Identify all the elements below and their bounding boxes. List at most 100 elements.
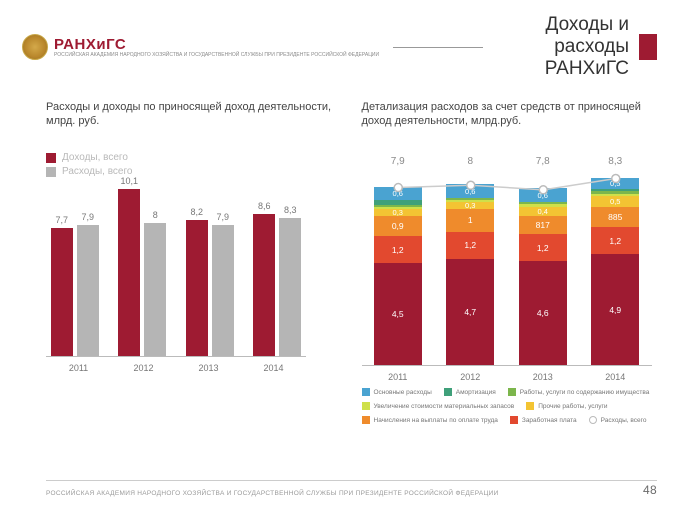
bar-segment: 1 — [446, 209, 494, 232]
legend-item: Основные расходы — [362, 388, 432, 396]
x-label: 2013 — [519, 372, 567, 382]
logo: РАНХиГС РОССИЙСКАЯ АКАДЕМИЯ НАРОДНОГО ХО… — [22, 34, 379, 60]
bar-group: 8,27,9 — [186, 220, 234, 356]
x-label: 2012 — [446, 372, 494, 382]
legend-swatch-icon — [510, 416, 518, 424]
left-chart: 7,77,910,188,27,98,68,3 2011201220132014 — [46, 183, 306, 373]
legend-label: Прочие работы, услуги — [538, 403, 607, 410]
bar-segment: 0,3 — [374, 209, 422, 216]
left-chart-legend: Доходы, всего Расходы, всего — [46, 152, 336, 177]
legend-marker-icon — [589, 416, 597, 424]
bar-segment: 1,2 — [519, 234, 567, 261]
legend-label: Начисления на выплаты по оплате труда — [374, 417, 498, 424]
bar-segment: 0,5 — [591, 178, 639, 189]
legend-label: Амортизация — [456, 389, 496, 396]
total-label: 7,9 — [374, 156, 422, 167]
bar: 8,2 — [186, 220, 208, 356]
accent-block — [639, 34, 657, 60]
bar-segment: 0,5 — [591, 196, 639, 207]
stacked-bar: 4,71,210,3 0,6 — [446, 184, 494, 365]
bar-label: 8,6 — [258, 201, 271, 211]
left-column: Расходы и доходы по приносящей доход дея… — [46, 100, 336, 424]
x-label: 2011 — [374, 372, 422, 382]
header: РАНХиГС РОССИЙСКАЯ АКАДЕМИЯ НАРОДНОГО ХО… — [0, 0, 679, 88]
bar-segment: 1,2 — [374, 236, 422, 263]
bar-segment: 1,2 — [591, 227, 639, 254]
stacked-bar: 4,91,28850,50,5 — [591, 178, 639, 365]
bar: 10,1 — [118, 189, 140, 356]
legend-item: Заработная плата — [510, 416, 577, 424]
bar-segment: 885 — [591, 207, 639, 227]
legend-swatch-icon — [362, 388, 370, 396]
bar-segment: 4,6 — [519, 261, 567, 365]
right-chart-title: Детализация расходов за счет средств от … — [362, 100, 652, 142]
page-title: Доходы и расходы РАНХиГС — [497, 14, 639, 80]
bar-segment: 4,7 — [446, 259, 494, 365]
legend-swatch-icon — [46, 167, 56, 177]
legend-swatch-icon — [362, 416, 370, 424]
x-label: 2014 — [250, 363, 298, 373]
bar-segment: 0,4 — [519, 207, 567, 216]
x-label: 2012 — [120, 363, 168, 373]
x-label: 2014 — [591, 372, 639, 382]
bar: 8,6 — [253, 214, 275, 357]
legend-item: Увеличение стоимости материальных запасо… — [362, 402, 515, 410]
total-label: 8 — [446, 156, 494, 167]
legend-swatch-icon — [508, 388, 516, 396]
bar-segment: 0,6 — [446, 184, 494, 198]
bar-group: 7,77,9 — [51, 225, 99, 356]
footer-text: РОССИЙСКАЯ АКАДЕМИЯ НАРОДНОГО ХОЗЯЙСТВА … — [46, 490, 499, 497]
footer: РОССИЙСКАЯ АКАДЕМИЯ НАРОДНОГО ХОЗЯЙСТВА … — [46, 483, 657, 497]
bar-label: 10,1 — [120, 176, 138, 186]
header-divider — [393, 47, 483, 48]
legend-label: Увеличение стоимости материальных запасо… — [374, 403, 515, 410]
bar-segment: 0,9 — [374, 216, 422, 236]
legend-item: Начисления на выплаты по оплате труда — [362, 416, 498, 424]
bar-segment: 817 — [519, 216, 567, 234]
x-label: 2013 — [185, 363, 233, 373]
total-label: 8,3 — [591, 156, 639, 167]
logo-subtitle: РОССИЙСКАЯ АКАДЕМИЯ НАРОДНОГО ХОЗЯЙСТВА … — [54, 53, 379, 59]
bar-label: 7,7 — [55, 215, 68, 225]
legend-item: Расходы, всего — [46, 166, 336, 177]
bar-segment: 4,5 — [374, 263, 422, 365]
legend-label: Расходы, всего — [601, 417, 647, 424]
legend-label: Работы, услуги по содержанию имущества — [520, 389, 650, 396]
stacked-bar: 4,51,20,90,3 0,6 — [374, 187, 422, 365]
legend-label: Доходы, всего — [62, 152, 128, 163]
x-label: 2011 — [55, 363, 103, 373]
bar: 7,7 — [51, 228, 73, 356]
bar: 8 — [144, 223, 166, 356]
legend-swatch-icon — [444, 388, 452, 396]
footer-divider — [46, 480, 657, 481]
page-number: 48 — [643, 483, 657, 497]
bar-segment: 1,2 — [446, 232, 494, 259]
legend-label: Заработная плата — [522, 417, 577, 424]
bar-label: 7,9 — [216, 212, 229, 222]
right-chart-legend: Основные расходы Амортизация Работы, услуг… — [362, 388, 652, 424]
logo-emblem-icon — [22, 34, 48, 60]
bar-label: 8,3 — [284, 205, 297, 215]
total-label: 7,8 — [519, 156, 567, 167]
logo-title: РАНХиГС — [54, 36, 379, 53]
stacked-bar: 4,61,28170,40,6 — [519, 188, 567, 365]
legend-swatch-icon — [362, 402, 370, 410]
legend-label: Основные расходы — [374, 389, 432, 396]
bar-group: 10,18 — [118, 189, 166, 356]
bar-segment: 0,3 — [446, 202, 494, 209]
bar: 8,3 — [279, 218, 301, 356]
bar-segment: 0,6 — [374, 187, 422, 201]
right-column: Детализация расходов за счет средств от … — [362, 100, 652, 424]
legend-swatch-icon — [526, 402, 534, 410]
bar-group: 8,68,3 — [253, 214, 301, 357]
left-chart-title: Расходы и доходы по приносящей доход дея… — [46, 100, 336, 142]
bar-label: 7,9 — [81, 212, 94, 222]
bar-segment: 4,9 — [591, 254, 639, 365]
legend-item: Прочие работы, услуги — [526, 402, 607, 410]
legend-item: Амортизация — [444, 388, 496, 396]
legend-swatch-icon — [46, 153, 56, 163]
bar-label: 8 — [153, 210, 158, 220]
legend-item: Расходы, всего — [589, 416, 647, 424]
right-chart: 7,987,88,3 4,51,20,90,30,64,71,210,30,64… — [362, 152, 652, 382]
bar-label: 8,2 — [190, 207, 203, 217]
